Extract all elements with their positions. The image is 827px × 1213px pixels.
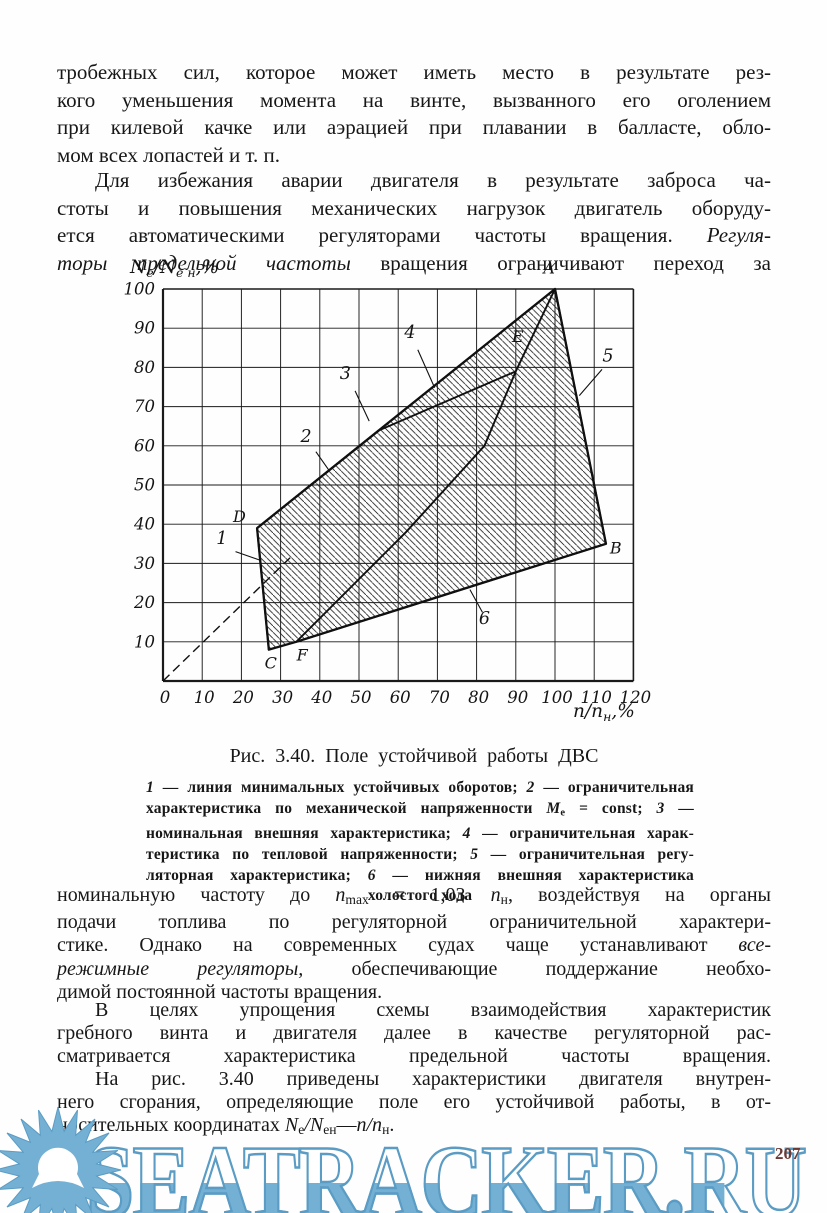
svg-text:50: 50 — [134, 476, 155, 495]
figure-3-40-chart: 0 10 20 30 40 50 60 70 80 90 100 110 120 10 20 30 40 50 60… — [124, 257, 652, 724]
svg-text:40: 40 — [310, 688, 332, 707]
characteristic-lines — [162, 288, 607, 682]
svg-text:20: 20 — [232, 688, 254, 707]
line-upper-boundary — [256, 288, 556, 529]
svg-text:50: 50 — [351, 688, 372, 707]
figure-caption-legend: 1 — линия минимальных устойчивых оборото… — [146, 778, 694, 907]
text-line: На рис. 3.40 приведены характеристики дв… — [95, 1068, 771, 1090]
svg-text:70: 70 — [134, 397, 155, 416]
vertex-letters: A B C D E F — [232, 258, 622, 672]
svg-text:2: 2 — [300, 427, 312, 447]
line-number-labels: 1 2 3 4 5 6 — [216, 323, 613, 629]
svg-text:B: B — [609, 539, 622, 558]
text-line: номинальную частоту до nmax = 1,03 nн, в… — [57, 884, 771, 907]
text-line: торы предельной частоты вращения огранич… — [57, 250, 772, 275]
svg-text:110: 110 — [580, 688, 612, 707]
text-line: при килевой качке или аэрацией при плава… — [57, 115, 771, 140]
svg-text:1: 1 — [216, 529, 227, 549]
text-line: Для избежания аварии двигателя в результ… — [95, 168, 771, 192]
svg-text:60: 60 — [134, 436, 155, 455]
svg-text:F: F — [296, 646, 309, 665]
text-line: стоты и повышения механических нагрузок … — [57, 195, 771, 220]
svg-text:100: 100 — [124, 280, 156, 299]
text-line: ляторная характеристика; 6 — нижняя внеш… — [146, 866, 694, 884]
svg-text:5: 5 — [602, 347, 613, 367]
line-4-thermal-limit — [378, 370, 517, 432]
svg-text:3: 3 — [340, 364, 351, 384]
svg-text:E: E — [511, 327, 524, 346]
paragraph-4: В целях упрощения схемы взаимодействия х… — [57, 999, 771, 1069]
svg-text:80: 80 — [468, 688, 489, 707]
svg-text:30: 30 — [134, 554, 155, 573]
svg-text:30: 30 — [272, 688, 293, 707]
paragraph-5: На рис. 3.40 приведены характеристики дв… — [57, 1068, 771, 1142]
page-number: 207 — [775, 1144, 801, 1163]
text-line: кого уменьшения момента на винте, вызван… — [57, 87, 771, 112]
text-line: мом всех лопастей и т. п. — [57, 142, 281, 167]
svg-text:90: 90 — [507, 688, 528, 707]
text-line: гребного винта и двигателя далее в качес… — [57, 1022, 771, 1045]
text-line: сматривается характеристика предельной ч… — [57, 1045, 771, 1068]
text-line: В целях упрощения схемы взаимодействия х… — [95, 999, 771, 1021]
paragraph-1: тробежных сил, которое может иметь место… — [57, 59, 771, 169]
text-line: теристика по тепловой напряженности; 5 —… — [146, 845, 694, 863]
text-line: режимные регуляторы, обеспечивающие подд… — [57, 957, 771, 980]
svg-text:10: 10 — [134, 632, 155, 651]
paragraph-2: Для избежания аварии двигателя в результ… — [57, 167, 771, 277]
logo-dome-shape — [32, 1147, 84, 1188]
svg-text:C: C — [265, 653, 277, 672]
svg-text:6: 6 — [479, 609, 490, 629]
figure-caption-title: Рис. 3.40. Поле устойчивой работы ДВС — [57, 745, 771, 768]
line-screw-characteristic — [162, 555, 293, 682]
svg-text:90: 90 — [134, 319, 155, 338]
svg-text:40: 40 — [133, 515, 155, 534]
line-6-idle-external — [295, 542, 607, 643]
svg-text:A: A — [541, 258, 555, 277]
text-line: холостого хода — [367, 887, 473, 905]
chart-tick-labels: 0 10 20 30 40 50 60 70 80 90 100 110 120 10 20 30 40 50 60… — [124, 280, 652, 708]
svg-text:10: 10 — [194, 688, 215, 707]
svg-text:0: 0 — [160, 688, 171, 707]
text-line: тробежных сил, которое может иметь место… — [57, 60, 771, 84]
svg-text:70: 70 — [429, 688, 450, 707]
text-line: 1 — линия минимальных устойчивых оборото… — [146, 779, 694, 796]
svg-text:100: 100 — [541, 688, 573, 707]
text-line: подачи топлива по регуляторной ограничит… — [57, 911, 771, 934]
text-line: ется автоматическими регуляторами частот… — [57, 223, 771, 248]
line-5-governor-limit — [554, 288, 607, 544]
svg-text:120: 120 — [620, 688, 652, 707]
text-line: носительных координатах Nе/Nен—n/nн. — [57, 1114, 395, 1137]
text-line: характеристика по механической напряженн… — [146, 799, 694, 819]
svg-text:D: D — [232, 507, 246, 526]
line-1-min-stable-rpm — [256, 528, 270, 650]
svg-text:60: 60 — [390, 688, 411, 707]
starburst-logo-icon — [0, 1106, 122, 1213]
text-line: номинальная внешняя характеристика; 4 — … — [146, 824, 694, 842]
seatracker-watermark: SEATRACKER.RU — [85, 1126, 808, 1213]
text-line: Рис. 3.40. Поле устойчивой работы ДВС — [229, 745, 599, 767]
svg-text:80: 80 — [134, 358, 155, 377]
paragraph-3: номинальную частоту до nmax = 1,03 nн, в… — [57, 884, 771, 1004]
stable-operation-field — [255, 287, 608, 651]
text-line: него сгорания, определяющие поле его уст… — [57, 1091, 771, 1114]
svg-text:Nе/Nе н,%: Nе/Nе н,% — [129, 257, 219, 280]
svg-text:20: 20 — [133, 593, 155, 612]
text-line: димой постоянной частоты вращения. — [57, 980, 383, 1003]
line-3-nominal-external — [295, 288, 556, 643]
svg-text:4: 4 — [403, 323, 415, 343]
svg-text:n/nн,%: n/nн,% — [573, 701, 635, 724]
text-line: стике. Однако на современных судах чаще … — [57, 934, 771, 957]
